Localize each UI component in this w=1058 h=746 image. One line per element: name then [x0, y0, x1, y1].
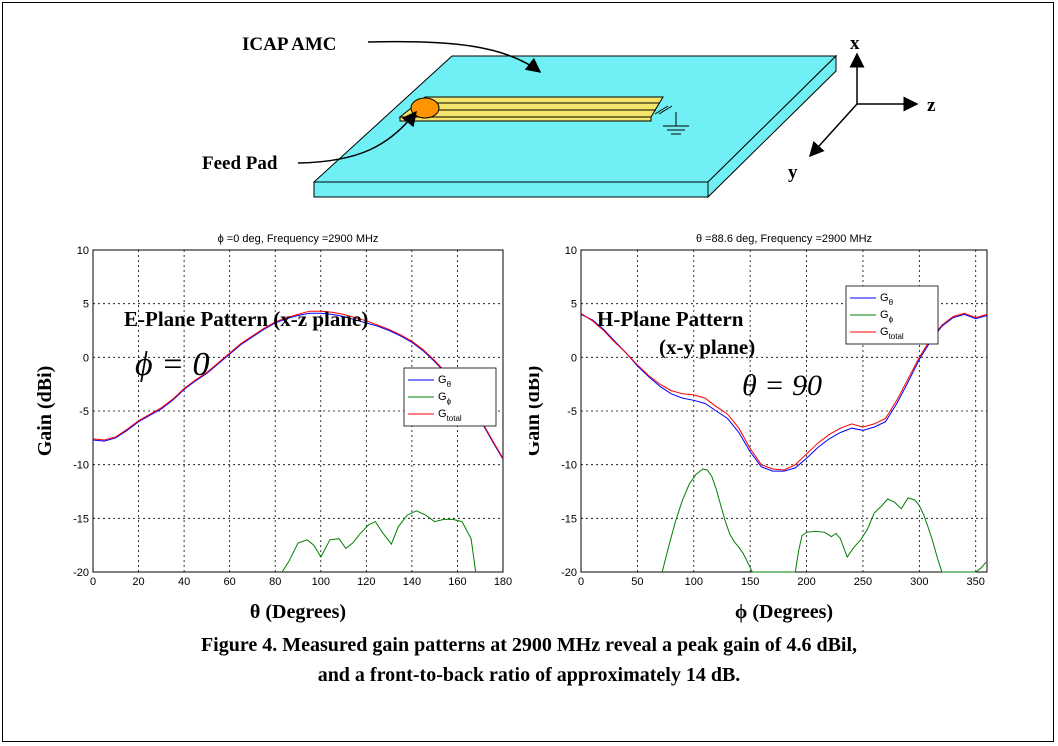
feed-arrow [297, 110, 417, 164]
series-line-2 [92, 310, 504, 459]
axis-x-label: x [850, 33, 860, 54]
label-board: ICAP AMC [242, 34, 336, 55]
board-arrow [367, 40, 542, 73]
y-tick-label: -20 [561, 567, 577, 579]
y-tick-label: -15 [561, 513, 577, 525]
chart-title: θ =88.6 deg, Frequency =2900 MHz [696, 233, 872, 245]
x-tick-label: 200 [797, 576, 815, 588]
y-tick-label: 5 [83, 299, 89, 311]
x-axis-label: ϕ (Degrees) [735, 601, 833, 623]
plot-annotation-1: E-Plane Pattern (x-z plane) [124, 307, 368, 331]
y-tick-label: 0 [83, 352, 89, 364]
x-tick-label: 300 [910, 576, 928, 588]
y-tick-label: 5 [571, 299, 577, 311]
x-tick-label: 60 [224, 576, 236, 588]
feed-pad [410, 97, 440, 119]
x-tick-label: 100 [685, 576, 703, 588]
axis-y-label: y [788, 162, 798, 183]
figure-caption: Figure 4. Measured gain patterns at 2900… [0, 630, 1058, 690]
x-tick-label: 140 [403, 576, 421, 588]
legend-subscript-0: θ [889, 298, 894, 307]
x-tick-label: 250 [854, 576, 872, 588]
x-tick-label: 0 [90, 576, 96, 588]
series-line-0 [580, 313, 988, 472]
y-axis-label: Gain (dBi) [529, 366, 544, 457]
legend-subscript-2: total [447, 414, 462, 423]
series-line-2 [580, 312, 988, 471]
axis-z-label: z [927, 95, 936, 116]
coordinate-axes [808, 52, 919, 158]
x-tick-label: 50 [631, 576, 643, 588]
series-line-0 [92, 312, 504, 460]
x-tick-label: 0 [578, 576, 584, 588]
caption-line-2: and a front-to-back ratio of approximate… [317, 664, 741, 686]
y-axis-label: Gain (dBi) [34, 366, 56, 457]
plot-border [92, 249, 504, 573]
y-tick-label: -10 [73, 460, 89, 472]
y-tick-label: 10 [77, 245, 89, 257]
x-tick-label: 40 [178, 576, 190, 588]
y-tick-label: 0 [571, 352, 577, 364]
plot-annotation-1: H-Plane Pattern [597, 307, 744, 331]
legend-subscript-1: ϕ [889, 315, 894, 324]
x-tick-label: 350 [967, 576, 985, 588]
e-plane-chart: 0 20 40 60 80 100 120 140 160 180 10 5 0 -5 -10 -15 -20 ϕ… [34, 233, 512, 623]
y-tick-label: -5 [567, 406, 577, 418]
series-line-1 [661, 468, 987, 573]
ground-icon [654, 105, 689, 135]
x-tick-label: 20 [132, 576, 144, 588]
antenna-diagram: ICAP AMC Feed Pad x z y [202, 33, 936, 199]
caption-line-1: Figure 4. Measured gain patterns at 2900… [200, 634, 858, 656]
x-axis-label: θ (Degrees) [250, 601, 346, 623]
y-tick-label: 10 [565, 245, 577, 257]
microstrip-top [398, 96, 664, 118]
x-tick-label: 160 [448, 576, 466, 588]
label-feed: Feed Pad [202, 153, 278, 174]
x-tick-label: 80 [269, 576, 281, 588]
x-tick-label: 180 [494, 576, 512, 588]
y-tick-label: -15 [73, 513, 89, 525]
chart-title: ϕ =0 deg, Frequency =2900 MHz [218, 233, 379, 245]
x-tick-label: 100 [312, 576, 330, 588]
board-right-edge [707, 54, 837, 199]
plot-annotation-2: (x-y plane) [659, 335, 755, 359]
plot-annotation-2: ϕ = 0 [135, 346, 210, 383]
legend-subscript-2: total [889, 332, 904, 341]
legend-subscript-0: θ [447, 380, 452, 389]
legend-subscript-1: ϕ [447, 397, 452, 406]
y-tick-label: -10 [561, 460, 577, 472]
x-tick-label: 120 [357, 576, 375, 588]
y-tick-label: -5 [79, 406, 89, 418]
plot-annotation-3: θ = 90 [742, 369, 822, 402]
y-tick-label: -20 [73, 567, 89, 579]
x-tick-label: 150 [741, 576, 759, 588]
series-line-1 [281, 510, 477, 573]
microstrip-edge [399, 116, 652, 122]
board-front-edge [313, 181, 709, 198]
